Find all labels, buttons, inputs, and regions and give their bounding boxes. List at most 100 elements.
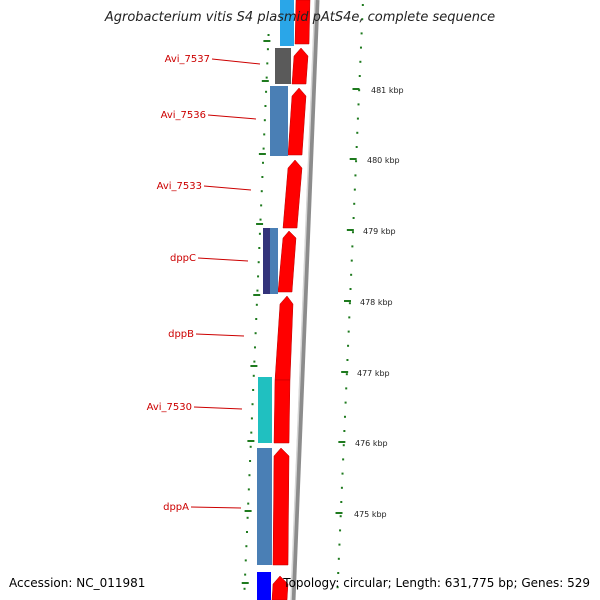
minor-tick (353, 202, 356, 205)
inner-minor-tick (252, 389, 255, 391)
minor-tick (360, 32, 363, 35)
cds-arrow (287, 87, 307, 156)
inner-minor-tick (251, 403, 254, 406)
minor-tick (354, 174, 357, 177)
gene-block-steelblue-small (270, 228, 278, 294)
inner-minor-tick (256, 289, 259, 292)
minor-tick (339, 515, 342, 518)
inner-minor-tick (243, 587, 246, 590)
inner-minor-tick (245, 531, 248, 533)
scale-label: 477 kbp (357, 369, 390, 378)
minor-tick (358, 75, 361, 77)
gene-block-steelblue (270, 86, 288, 156)
inner-tick-track (241, 34, 271, 590)
inner-minor-tick (262, 147, 265, 150)
topology-text: Topology: circular; Length: 631,775 bp; … (283, 576, 590, 590)
inner-minor-tick (260, 190, 263, 193)
inner-minor-tick (253, 346, 256, 349)
minor-tick (350, 273, 353, 276)
major-tick (335, 512, 343, 514)
inner-minor-tick (259, 218, 262, 221)
minor-tick (336, 586, 339, 589)
scale-label: 481 kbp (371, 86, 404, 95)
minor-tick (352, 217, 355, 219)
inner-minor-tick (255, 303, 258, 306)
major-tick (338, 441, 346, 443)
cds-arrow (282, 159, 303, 229)
map-title: Agrobacterium vitis S4 plasmid pAtS4e, c… (104, 10, 496, 25)
scale-tick-track (335, 4, 364, 589)
inner-minor-tick (246, 516, 249, 519)
minor-tick (361, 18, 364, 21)
forward-cds-track (271, 0, 311, 600)
gene-block-skyblue (280, 0, 294, 46)
minor-tick (347, 330, 350, 333)
cds-arrow (273, 379, 291, 444)
minor-tick (346, 359, 349, 361)
major-tick (341, 371, 349, 373)
backbone-highlight (290, 0, 316, 600)
leader-line (211, 58, 261, 65)
minor-tick (353, 188, 356, 191)
inner-major-tick (253, 294, 261, 296)
reverse-gene-track (257, 0, 294, 600)
inner-minor-tick (252, 374, 255, 377)
inner-minor-tick (257, 275, 260, 278)
accession-text: Accession: NC_011981 (9, 576, 146, 590)
gene-block-darkgray (275, 48, 291, 84)
minor-tick (358, 89, 361, 92)
inner-minor-tick (253, 360, 256, 363)
inner-major-tick (247, 440, 255, 442)
inner-minor-tick (261, 161, 264, 164)
minor-tick (337, 572, 340, 574)
cds-arrow (294, 0, 311, 45)
inner-minor-tick (266, 48, 269, 51)
minor-tick (345, 373, 348, 376)
scale-labels: 481 kbp 480 kbp 479 kbp 478 kbp 477 kbp … (354, 86, 404, 519)
minor-tick (359, 60, 362, 63)
cds-arrow (272, 447, 290, 566)
inner-minor-tick (260, 204, 263, 207)
minor-tick (348, 302, 351, 305)
minor-tick (339, 529, 342, 532)
inner-major-tick (263, 40, 271, 42)
inner-minor-tick (247, 502, 250, 505)
gene-label-dppb: dppB (168, 329, 194, 340)
gene-label-avi-7536: Avi_7536 (161, 110, 206, 121)
label-leaders (190, 58, 261, 509)
gene-block-navy (263, 228, 271, 294)
inner-minor-tick (264, 105, 267, 107)
major-tick (346, 229, 354, 231)
inner-minor-tick (265, 76, 268, 79)
inner-minor-tick (257, 261, 260, 264)
major-tick (344, 300, 351, 302)
inner-major-tick (261, 80, 269, 82)
gene-label-dppc: dppC (170, 253, 196, 264)
minor-tick (340, 486, 343, 489)
inner-minor-tick (250, 417, 253, 420)
leader-line (207, 114, 257, 120)
inner-major-tick (258, 153, 266, 155)
minor-tick (351, 245, 354, 248)
minor-tick (338, 543, 341, 546)
scale-label: 480 kbp (367, 156, 400, 165)
minor-tick (342, 444, 345, 447)
inner-minor-tick (263, 133, 266, 136)
major-tick (352, 88, 360, 90)
minor-tick (355, 146, 358, 148)
inner-minor-tick (249, 445, 252, 448)
inner-minor-tick (245, 545, 248, 548)
minor-tick (344, 401, 347, 404)
minor-tick (356, 131, 359, 134)
leader-line (195, 333, 245, 337)
inner-minor-tick (258, 247, 261, 249)
inner-minor-tick (258, 232, 261, 235)
gene-block-blue (257, 572, 271, 600)
inner-minor-tick (244, 573, 247, 576)
inner-major-tick (241, 582, 249, 584)
cds-arrow (291, 47, 309, 85)
minor-tick (348, 316, 351, 319)
leader-line (193, 406, 243, 410)
minor-tick (350, 259, 353, 262)
